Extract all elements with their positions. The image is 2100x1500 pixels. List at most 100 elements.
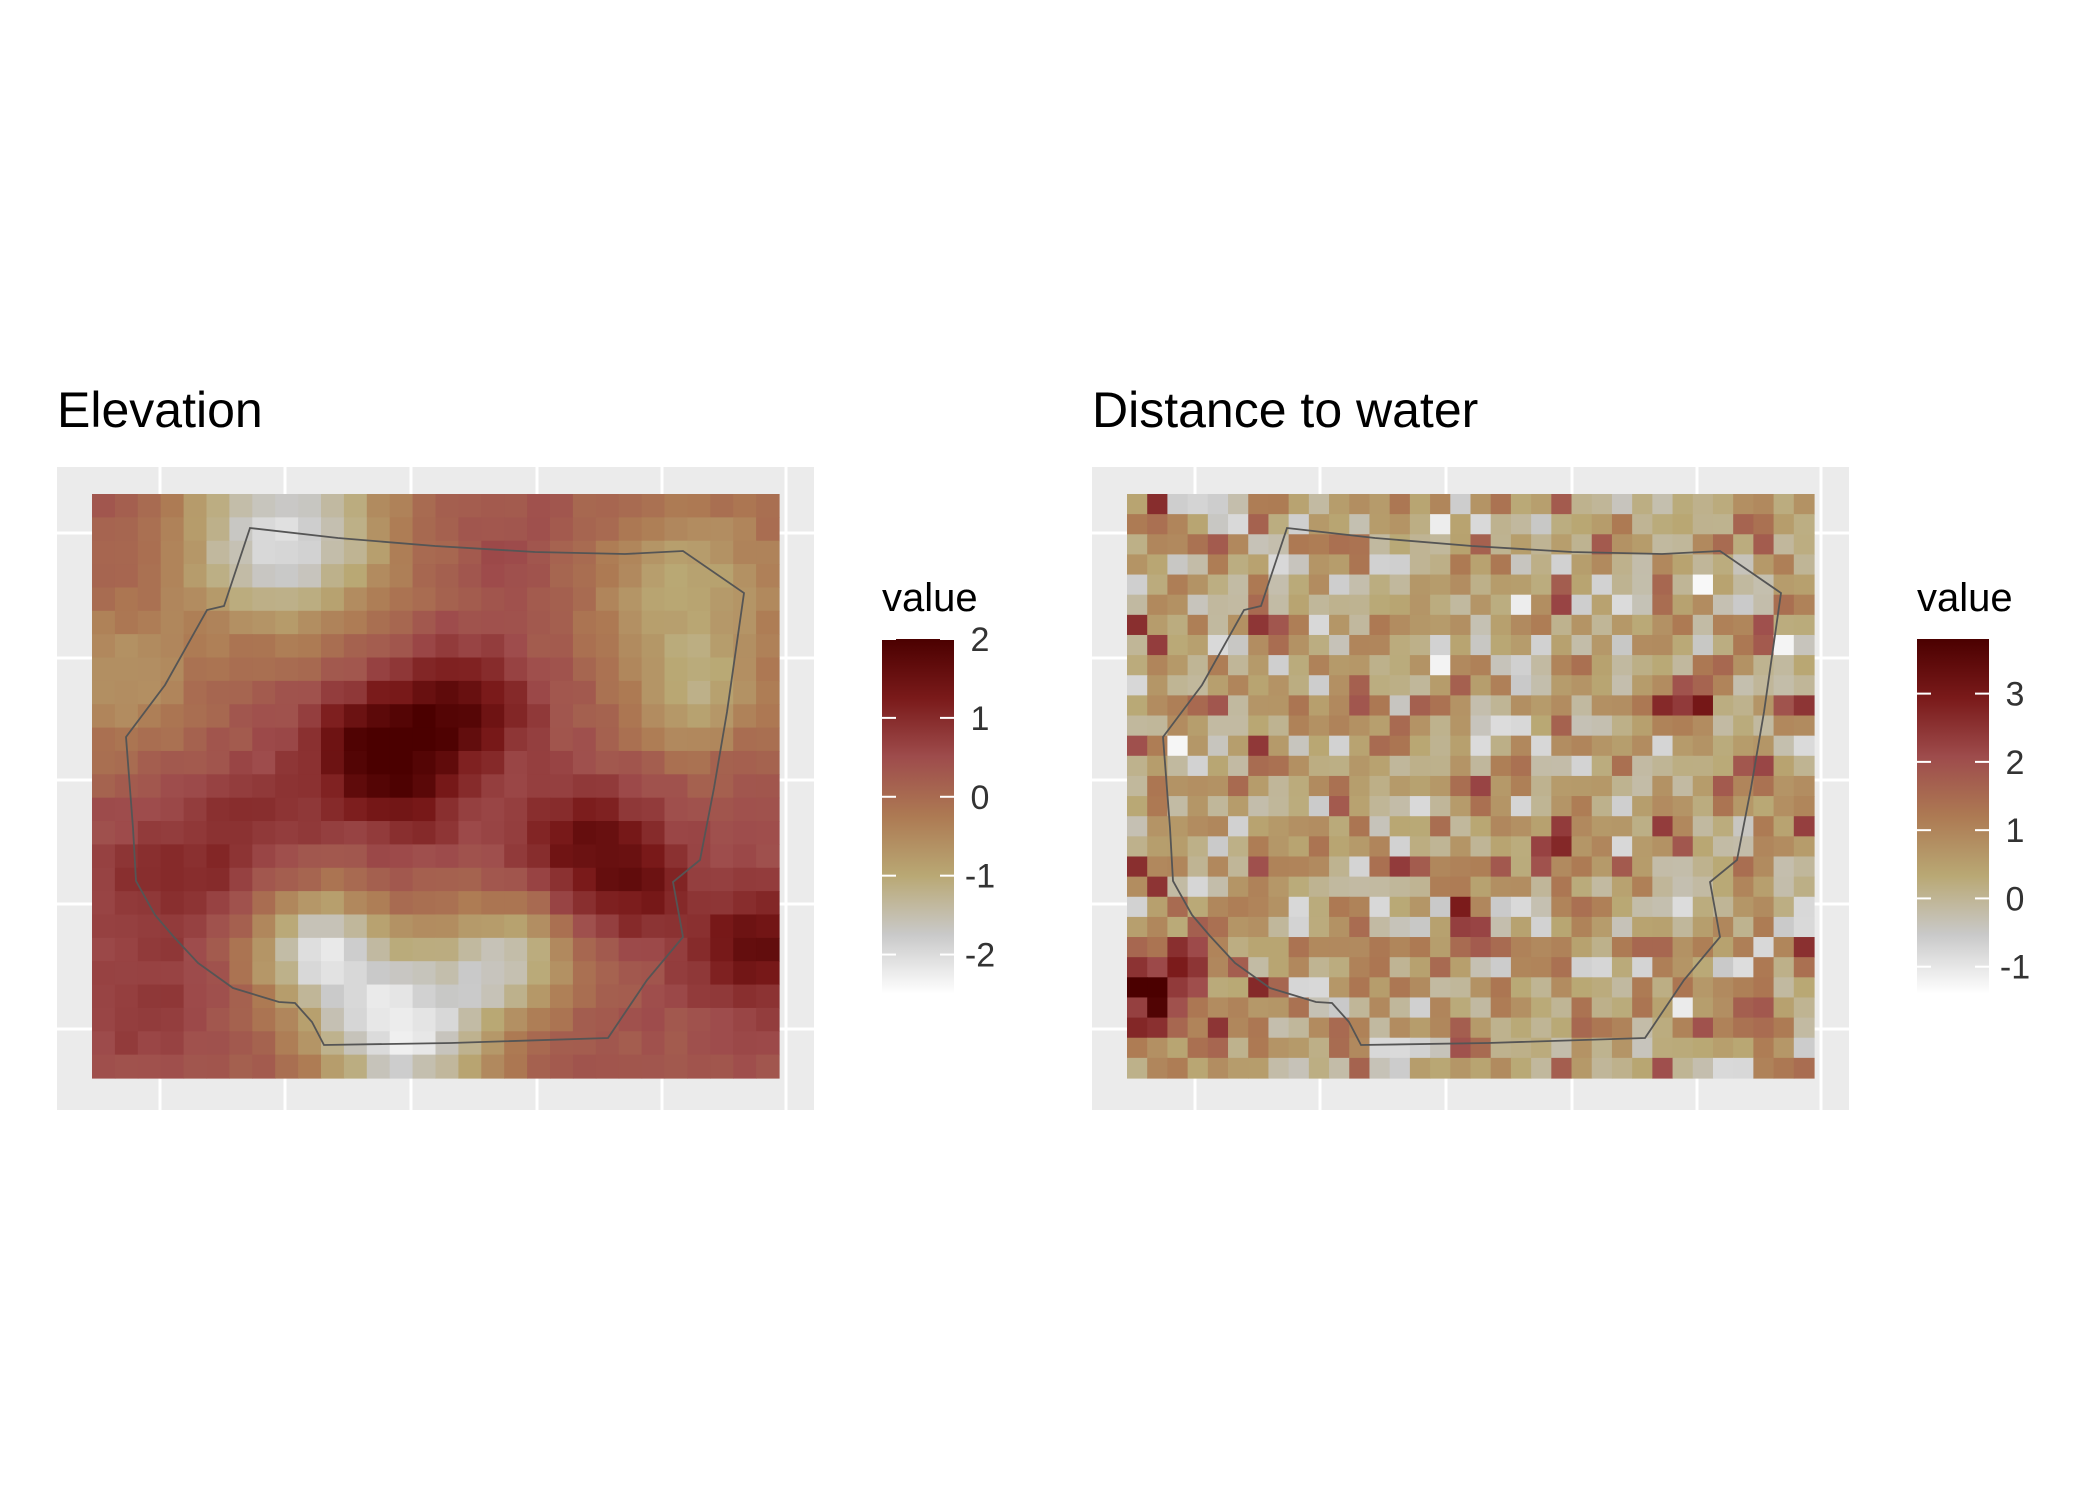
- raster-cell: [1773, 715, 1795, 737]
- raster-cell: [160, 821, 185, 845]
- raster-cell: [435, 564, 459, 589]
- raster-cell: [641, 564, 666, 589]
- raster-cell: [687, 891, 711, 916]
- raster-cell: [1349, 856, 1371, 878]
- raster-cell: [1753, 836, 1775, 858]
- raster-cell: [1470, 997, 1492, 1019]
- raster-cell: [1349, 836, 1371, 858]
- raster-cell: [1490, 594, 1512, 616]
- raster-cell: [687, 1054, 711, 1079]
- raster-cell: [114, 1031, 139, 1056]
- raster-cell: [527, 821, 551, 845]
- legend-colorbar: [1917, 639, 1989, 994]
- raster-cell: [1551, 634, 1573, 656]
- raster-cell: [1692, 655, 1714, 676]
- raster-cell: [641, 750, 666, 775]
- raster-cell: [504, 891, 528, 916]
- raster-cell: [1510, 514, 1532, 535]
- raster-cell: [366, 657, 391, 682]
- raster-cell: [1591, 735, 1613, 757]
- raster-cell: [1652, 514, 1674, 535]
- raster-cell: [1490, 675, 1512, 696]
- raster-cell: [1127, 816, 1148, 837]
- raster-cell: [1288, 896, 1310, 918]
- raster-cell: [1228, 997, 1249, 1019]
- raster-cell: [1611, 775, 1633, 797]
- raster-cell: [664, 984, 688, 1009]
- raster-cell: [1510, 634, 1532, 656]
- raster-cell: [504, 821, 528, 845]
- raster-cell: [733, 821, 757, 845]
- raster-cell: [1430, 796, 1451, 817]
- raster-cell: [595, 494, 620, 518]
- raster-cell: [458, 587, 482, 612]
- raster-cell: [206, 704, 230, 729]
- raster-cell: [595, 540, 620, 565]
- raster-cell: [183, 564, 208, 589]
- raster-cell: [343, 984, 368, 1009]
- legend-tick-label: 2: [971, 621, 990, 659]
- raster-cell: [1369, 675, 1391, 696]
- raster-cell: [1268, 614, 1290, 636]
- raster-cell: [1248, 957, 1270, 978]
- raster-cell: [298, 1054, 322, 1079]
- raster-cell: [1652, 856, 1674, 878]
- raster-cell: [1409, 655, 1431, 676]
- raster-cell: [92, 494, 116, 518]
- raster-cell: [1248, 896, 1270, 918]
- raster-cell: [550, 844, 574, 869]
- raster-cell: [137, 610, 162, 635]
- raster-cell: [1773, 977, 1795, 999]
- raster-cell: [756, 587, 780, 612]
- raster-cell: [1571, 675, 1593, 696]
- raster-cell: [1228, 1057, 1249, 1079]
- raster-cell: [1793, 675, 1815, 696]
- raster-cell: [1308, 816, 1330, 837]
- raster-cell: [1571, 836, 1593, 858]
- raster-cell: [1531, 977, 1552, 999]
- raster-cell: [343, 564, 368, 589]
- raster-cell: [275, 821, 299, 845]
- raster-cell: [137, 517, 162, 542]
- raster-cell: [1308, 514, 1330, 535]
- raster-cell: [1349, 775, 1371, 797]
- raster-cell: [572, 821, 597, 845]
- raster-cell: [1409, 695, 1431, 717]
- raster-cell: [183, 540, 208, 565]
- raster-cell: [1450, 997, 1472, 1019]
- raster-cell: [1591, 634, 1613, 656]
- legend-tick-label: -2: [965, 937, 995, 975]
- raster-cell: [206, 564, 230, 589]
- raster-cell: [1591, 957, 1613, 978]
- raster-cell: [733, 961, 757, 986]
- raster-cell: [527, 680, 551, 705]
- raster-cell: [1470, 634, 1492, 656]
- raster-cell: [1450, 554, 1472, 576]
- raster-cell: [458, 774, 482, 799]
- raster-cell: [1147, 715, 1169, 737]
- raster-cell: [1632, 816, 1653, 837]
- raster-cell: [1591, 574, 1613, 596]
- raster-cell: [1127, 554, 1148, 576]
- raster-cell: [1288, 856, 1310, 878]
- raster-cell: [1268, 634, 1290, 656]
- raster-cell: [595, 750, 620, 775]
- raster-cell: [1228, 494, 1249, 515]
- raster-cell: [1228, 977, 1249, 999]
- raster-cell: [1712, 1017, 1734, 1039]
- raster-cell: [550, 984, 574, 1009]
- raster-cell: [1611, 494, 1633, 515]
- raster-cell: [1369, 735, 1391, 757]
- raster-cell: [1632, 715, 1653, 737]
- raster-cell: [1712, 494, 1734, 515]
- raster-cell: [458, 984, 482, 1009]
- raster-cell: [1712, 997, 1734, 1019]
- raster-cell: [1531, 997, 1552, 1019]
- raster-cell: [298, 704, 322, 729]
- raster-cell: [206, 540, 230, 565]
- raster-cell: [1773, 494, 1795, 515]
- raster-cell: [206, 914, 230, 939]
- raster-cell: [1692, 957, 1714, 978]
- raster-cell: [618, 680, 643, 705]
- raster-cell: [595, 891, 620, 916]
